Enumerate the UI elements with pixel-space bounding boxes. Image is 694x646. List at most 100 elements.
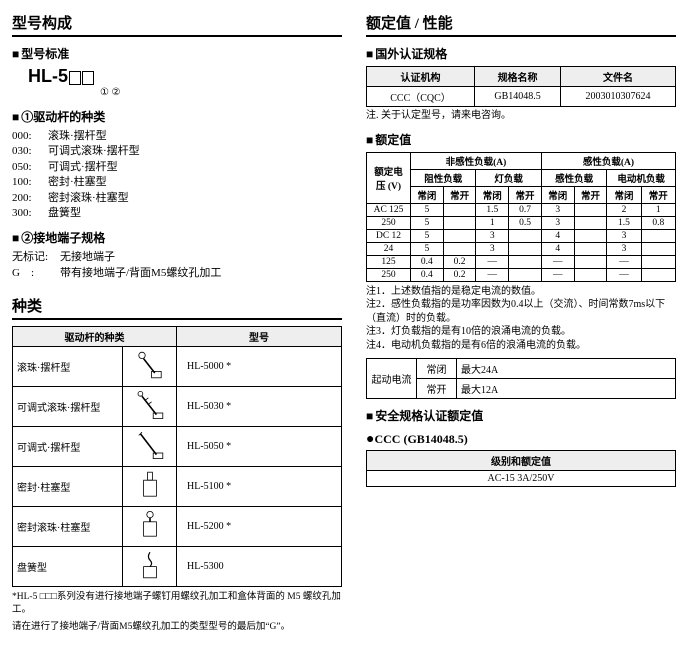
safety-value: AC-15 3A/250V (367, 471, 676, 487)
types-model: HL-5000 * (177, 347, 342, 387)
inrush-table: 起动电流 常闭 最大24A 常开 最大12A (366, 358, 676, 399)
rated-cell (509, 229, 542, 242)
rated-row: 245343 (367, 242, 676, 255)
rated-row: 1250.40.2——— (367, 255, 676, 268)
rated-row: DC 125343 (367, 229, 676, 242)
types-kind: 可调式滚珠·摆杆型 (13, 387, 123, 427)
rated-row: 250510.531.50.8 (367, 216, 676, 229)
rated-no: 常开 (443, 186, 476, 203)
rated-cell: 0.7 (509, 203, 542, 216)
rated-cell: 1.5 (476, 203, 509, 216)
rated-cell (574, 255, 607, 268)
types-model: HL-5100 * (177, 467, 342, 507)
rated-nc: 常闭 (411, 186, 444, 203)
rated-no: 常开 (641, 186, 675, 203)
rated-cell: 1.5 (607, 216, 641, 229)
rated-cell: 2 (607, 203, 641, 216)
lever-option: 030:可调式滚珠·摆杆型 (12, 144, 342, 159)
rated-subB0: 感性负载 (541, 169, 606, 186)
rated-cell (443, 203, 476, 216)
rated-cell: — (476, 268, 509, 281)
rated-volt-hdr: 额定电压 (V) (367, 152, 411, 203)
rated-note: 注1．上述数值指的是稳定电流的数值。 (366, 285, 676, 299)
rated-volt: 250 (367, 268, 411, 281)
inrush-no-k: 常开 (417, 379, 457, 399)
rated-cell: 3 (541, 203, 574, 216)
terminal-option: G :带有接地端子/背面M5螺纹孔加工 (12, 266, 342, 281)
types-icon (123, 387, 177, 427)
types-model: HL-5300 (177, 547, 342, 587)
circled-numbers: ① ② (100, 87, 342, 98)
rated-notes: 注1．上述数值指的是稳定电流的数值。注2．感性负载指的是功率因数为0.4以上（交… (366, 285, 676, 353)
cert-file: 2003010307624 (561, 87, 676, 107)
rated-cell (443, 229, 476, 242)
lever-option: 300:盘簧型 (12, 206, 342, 221)
types-hdr-kind: 驱动杆的种类 (13, 327, 177, 347)
rated-cell: 5 (411, 203, 444, 216)
inrush-nc-v: 最大24A (457, 359, 676, 379)
types-footnote-2: 请在进行了接地端子/背面M5螺纹孔加工的类型型号的最后加“G”。 (12, 621, 342, 634)
rated-subA0: 阻性负载 (411, 169, 476, 186)
subheading-safety: 安全规格认证额定值 (366, 407, 676, 424)
rated-cell (574, 216, 607, 229)
lever-option-list: 000:滚珠·摆杆型030:可调式滚珠·摆杆型050:可调式·摆杆型100:密封… (12, 129, 342, 221)
types-table: 驱动杆的种类 型号 滚珠·摆杆型 HL-5000 * 可调式滚珠·摆杆型 HL-503… (12, 326, 342, 587)
types-hdr-model: 型号 (177, 327, 342, 347)
rated-nc: 常闭 (476, 186, 509, 203)
types-model: HL-5030 * (177, 387, 342, 427)
rated-cell (641, 255, 675, 268)
rated-cell (641, 229, 675, 242)
rated-cell: 1 (476, 216, 509, 229)
types-icon (123, 427, 177, 467)
heading-model-composition: 型号构成 (12, 12, 342, 37)
inrush-nc-k: 常闭 (417, 359, 457, 379)
rated-cell: — (541, 255, 574, 268)
lever-option: 000:滚珠·摆杆型 (12, 129, 342, 144)
rated-cell: 0.2 (443, 255, 476, 268)
rated-cell: 0.8 (641, 216, 675, 229)
types-kind: 密封·柱塞型 (13, 467, 123, 507)
types-kind: 滚珠·摆杆型 (13, 347, 123, 387)
rated-groupB: 感性负载(A) (541, 152, 675, 169)
rated-cell (574, 203, 607, 216)
ccc-label-text: CCC (GB14048.5) (374, 432, 467, 446)
rated-note: 注3．灯负载指的是有10倍的浪涌电流的负载。 (366, 325, 676, 339)
types-row: 密封·柱塞型 HL-5100 * (13, 467, 342, 507)
rated-cell: 3 (476, 242, 509, 255)
safety-table: 级别和额定值 AC-15 3A/250V (366, 450, 676, 487)
rated-cell (509, 268, 542, 281)
rated-cell: 3 (541, 216, 574, 229)
types-kind: 密封滚珠·柱塞型 (13, 507, 123, 547)
rated-cell: — (607, 268, 641, 281)
cert-hdr-std: 规格名称 (475, 67, 561, 87)
cert-table: 认证机构 规格名称 文件名 CCC（CQC） GB14048.5 2003010… (366, 66, 676, 107)
subheading-rated: 额定值 (366, 131, 676, 148)
cert-hdr-file: 文件名 (561, 67, 676, 87)
rated-cell: 0.2 (443, 268, 476, 281)
rated-cell: — (607, 255, 641, 268)
cert-note: 注. 关于认定型号，请来电咨询。 (366, 109, 676, 123)
rated-cell: 3 (607, 229, 641, 242)
rated-cell: 0.4 (411, 255, 444, 268)
types-row: 可调式·摆杆型HL-5050 * (13, 427, 342, 467)
heading-types: 种类 (12, 295, 342, 320)
types-kind: 可调式·摆杆型 (13, 427, 123, 467)
cert-hdr-org: 认证机构 (367, 67, 475, 87)
heading-ratings: 额定值 / 性能 (366, 12, 676, 37)
subheading-model-standard: 型号标准 (12, 45, 342, 62)
inrush-no-v: 最大12A (457, 379, 676, 399)
lever-option: 100:密封·柱塞型 (12, 175, 342, 190)
types-row: 可调式滚珠·摆杆型 HL-5030 * (13, 387, 342, 427)
rated-cell: 4 (541, 242, 574, 255)
model-prefix-block: HL-5 ① ② (28, 66, 342, 98)
rated-cell: 0.5 (509, 216, 542, 229)
ratings-table: 额定电压 (V) 非感性负载(A) 感性负载(A) 阻性负载 灯负载 感性负载 … (366, 152, 676, 282)
rated-cell: 4 (541, 229, 574, 242)
rated-volt: 250 (367, 216, 411, 229)
rated-subA1: 灯负载 (476, 169, 541, 186)
ccc-label: ●CCC (GB14048.5) (366, 432, 676, 448)
rated-cell (641, 268, 675, 281)
rated-nc: 常闭 (607, 186, 641, 203)
rated-note: 注4．电动机负载指的是有6倍的浪涌电流的负载。 (366, 339, 676, 353)
types-model: HL-5200 * (177, 507, 342, 547)
